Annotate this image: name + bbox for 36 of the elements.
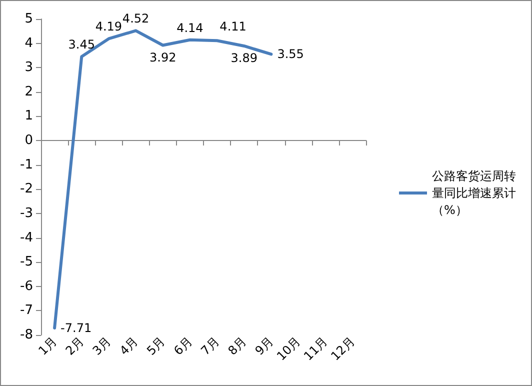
- x-tick-label: 1月: [36, 334, 60, 358]
- y-tick-label: -3: [20, 206, 33, 221]
- x-tick-label: 11月: [301, 334, 330, 364]
- data-label: 3.92: [150, 50, 176, 64]
- x-tick-label: 9月: [252, 334, 276, 358]
- data-label: 3.55: [277, 47, 304, 62]
- y-tick-label: -8: [20, 328, 33, 342]
- y-tick-label: 5: [24, 12, 33, 26]
- x-tick-label: 10月: [274, 334, 304, 364]
- y-tick-label: -6: [20, 278, 33, 294]
- x-tick-label: 5月: [144, 334, 168, 358]
- x-tick-label: 8月: [225, 334, 250, 358]
- data-label: 3.45: [68, 38, 95, 52]
- data-label: 3.89: [230, 50, 258, 65]
- data-label: 4.52: [122, 12, 150, 26]
- y-tick-label: -4: [20, 230, 33, 246]
- y-tick-label: 3: [24, 60, 33, 76]
- x-tick-label: 6月: [171, 334, 195, 358]
- y-tick-label: 1: [24, 108, 33, 124]
- x-tick-label: 4月: [116, 334, 141, 358]
- x-tick-label: 3月: [90, 334, 114, 358]
- data-label: 4.11: [220, 20, 246, 34]
- y-tick-label: -1: [20, 157, 33, 172]
- y-tick-label: 0: [24, 133, 33, 148]
- legend-label: 公路客货运周转量同比增速累计（%）: [432, 169, 516, 217]
- y-tick-label: -7: [20, 303, 33, 318]
- data-label: 4.19: [95, 20, 122, 34]
- x-tick-label: 2月: [62, 334, 87, 358]
- x-tick-label: 12月: [328, 334, 358, 364]
- data-label: -7.71: [60, 320, 92, 335]
- y-tick-label: -5: [20, 254, 33, 270]
- y-tick-label: 2: [24, 84, 33, 100]
- y-tick-label: 4: [24, 36, 33, 51]
- x-tick-label: 7月: [198, 334, 222, 358]
- y-tick-label: -2: [20, 182, 33, 197]
- data-label: 4.14: [176, 20, 204, 35]
